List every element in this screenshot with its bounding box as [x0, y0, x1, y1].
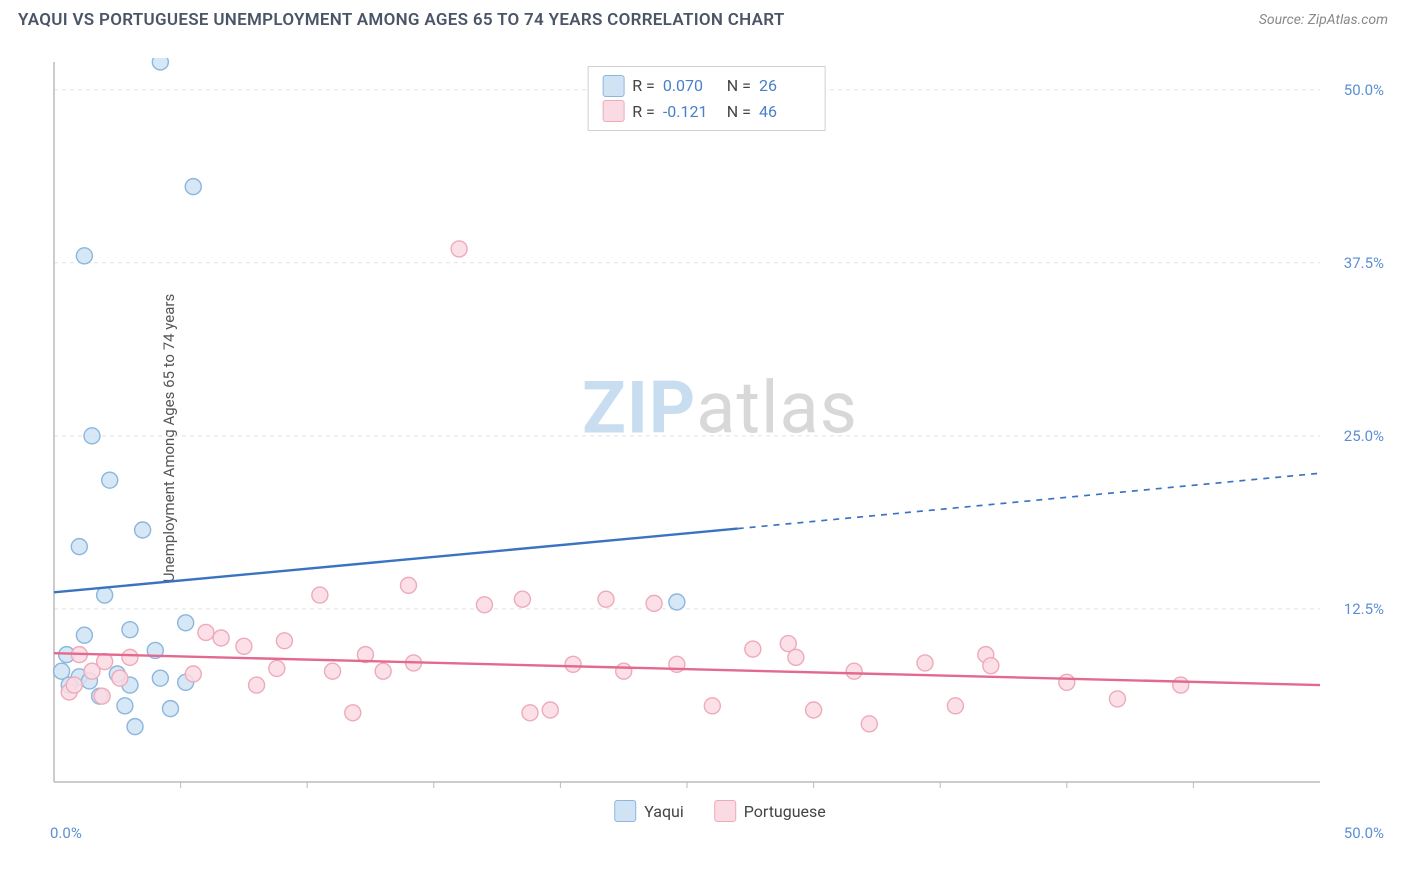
legend-stat-row: R = 0.070 N = 26: [602, 73, 811, 99]
legend-stat-row: R = -0.121 N = 46: [602, 99, 811, 125]
r-value: -0.121: [663, 99, 715, 125]
legend-swatch: [602, 75, 624, 97]
r-value: 0.070: [663, 73, 715, 99]
chart-area: Unemployment Among Ages 65 to 74 years Z…: [50, 58, 1390, 818]
legend-swatch: [614, 800, 636, 822]
title-bar: YAQUI VS PORTUGUESE UNEMPLOYMENT AMONG A…: [0, 0, 1406, 34]
y-tick-label: 12.5%: [1344, 600, 1384, 618]
y-tick-label: 37.5%: [1344, 254, 1384, 272]
r-label: R =: [632, 73, 655, 99]
legend-label: Yaqui: [644, 802, 684, 821]
n-value: 46: [759, 99, 811, 125]
n-label: N =: [723, 99, 751, 125]
source-attribution: Source: ZipAtlas.com: [1259, 12, 1388, 28]
x-max-label: 50.0%: [1344, 824, 1384, 842]
n-value: 26: [759, 73, 811, 99]
correlation-legend: R = 0.070 N = 26 R = -0.121 N = 46: [587, 66, 826, 131]
legend-item: Portuguese: [714, 800, 826, 822]
x-min-label: 0.0%: [50, 824, 82, 842]
y-tick-label: 50.0%: [1344, 81, 1384, 99]
legend-label: Portuguese: [744, 802, 826, 821]
series-legend: Yaqui Portuguese: [614, 800, 826, 822]
chart-title: YAQUI VS PORTUGUESE UNEMPLOYMENT AMONG A…: [18, 10, 785, 30]
legend-swatch: [602, 100, 624, 122]
legend-swatch: [714, 800, 736, 822]
scatter-plot: [50, 58, 1390, 818]
r-label: R =: [632, 99, 655, 125]
n-label: N =: [723, 73, 751, 99]
legend-item: Yaqui: [614, 800, 684, 822]
y-tick-label: 25.0%: [1344, 427, 1384, 445]
